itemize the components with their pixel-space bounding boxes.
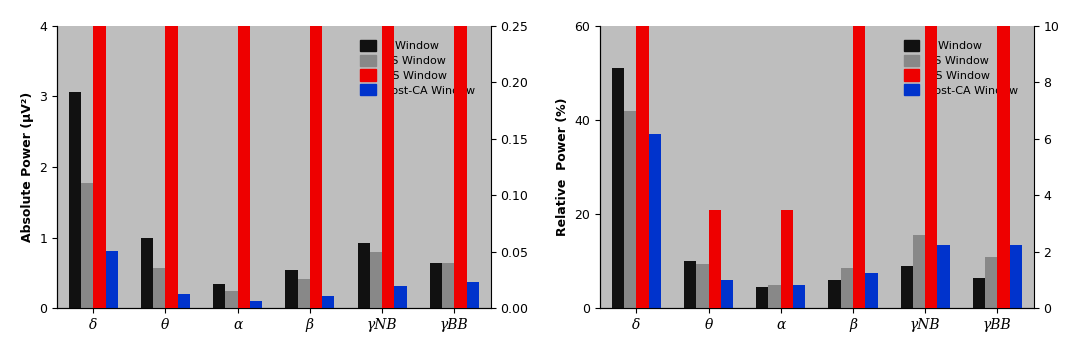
Bar xyxy=(793,285,806,309)
Bar xyxy=(781,210,793,309)
Y-axis label: Absolute Power (μV²): Absolute Power (μV²) xyxy=(21,92,33,242)
Bar xyxy=(769,285,781,309)
Bar xyxy=(853,12,865,309)
Legend: II Window, LS Window, BS Window, Post-CA Window: II Window, LS Window, BS Window, Post-CA… xyxy=(897,34,1024,101)
Bar xyxy=(926,0,937,309)
Bar xyxy=(455,0,467,309)
Bar xyxy=(178,294,190,309)
Bar xyxy=(226,291,238,309)
Bar xyxy=(238,26,249,309)
Bar xyxy=(140,238,153,309)
Bar xyxy=(611,68,624,309)
Bar xyxy=(310,0,322,309)
Bar xyxy=(467,282,478,309)
Bar xyxy=(165,0,178,309)
Bar xyxy=(901,266,913,309)
Bar xyxy=(913,235,926,309)
Bar xyxy=(69,91,81,309)
Bar xyxy=(684,261,697,309)
Bar xyxy=(828,280,840,309)
Bar xyxy=(1010,245,1022,309)
Bar xyxy=(985,257,998,309)
Bar xyxy=(213,284,226,309)
Bar xyxy=(998,0,1010,309)
Bar xyxy=(624,110,636,309)
Bar xyxy=(430,263,442,309)
Bar xyxy=(756,287,769,309)
Bar xyxy=(93,0,106,309)
Bar xyxy=(106,251,118,309)
Bar xyxy=(153,268,165,309)
Bar xyxy=(298,279,310,309)
Bar xyxy=(937,245,949,309)
Bar xyxy=(649,134,661,309)
Bar xyxy=(382,0,394,309)
Bar xyxy=(720,280,733,309)
Bar xyxy=(357,243,369,309)
Legend: II Window, LS Window, BS Window, Post-CA Window: II Window, LS Window, BS Window, Post-CA… xyxy=(355,34,481,101)
Bar xyxy=(697,264,708,309)
Bar xyxy=(322,296,335,309)
Y-axis label: Relative  Power (%): Relative Power (%) xyxy=(556,98,569,237)
Bar xyxy=(394,286,407,309)
Bar xyxy=(81,183,93,309)
Bar xyxy=(369,252,382,309)
Bar xyxy=(636,0,649,309)
Bar xyxy=(249,301,262,309)
Bar xyxy=(865,273,878,309)
Bar xyxy=(442,263,455,309)
Bar xyxy=(840,268,853,309)
Bar xyxy=(285,270,298,309)
Bar xyxy=(708,210,720,309)
Bar xyxy=(973,278,985,309)
